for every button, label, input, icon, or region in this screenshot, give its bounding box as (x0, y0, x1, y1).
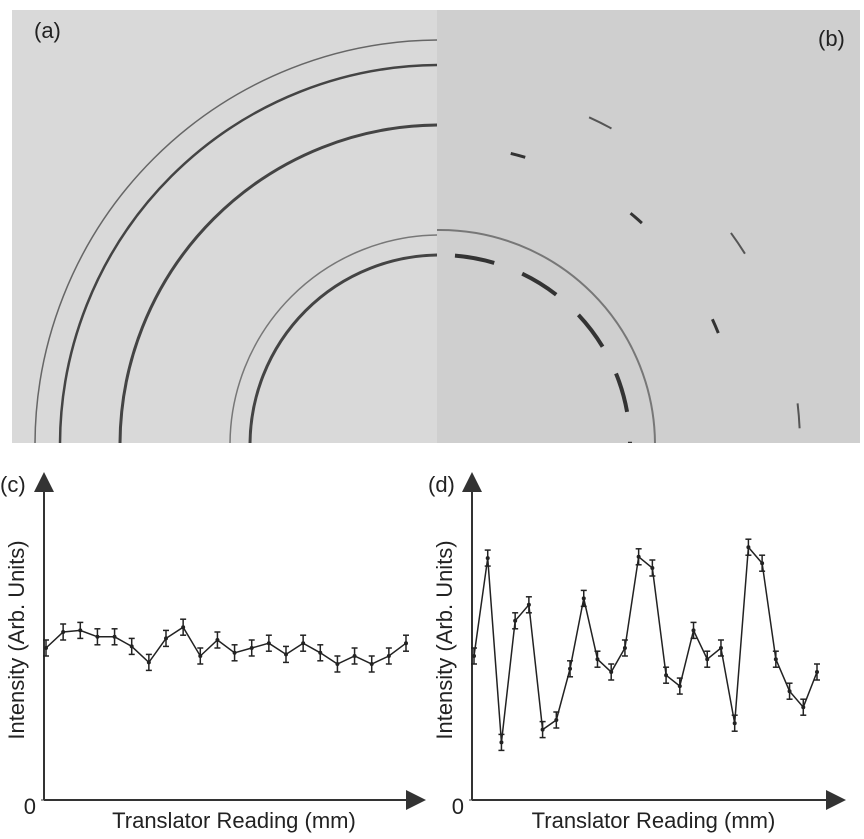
data-line (45, 626, 407, 665)
data-point (787, 689, 792, 694)
data-point (801, 705, 806, 710)
data-point (284, 652, 288, 657)
data-point (513, 618, 518, 623)
data-point (622, 646, 627, 650)
rings-b (437, 84, 801, 443)
data-line (473, 545, 818, 743)
data-point (815, 670, 819, 674)
data-point (595, 657, 600, 662)
data-point (650, 566, 655, 570)
data-point (677, 684, 682, 689)
y-axis-label: Intensity (Arb. Units) (432, 540, 457, 739)
data-point (691, 628, 696, 633)
data-point (581, 596, 586, 601)
data-point (540, 727, 545, 732)
data-point (95, 634, 100, 639)
panel-label: (b) (818, 26, 845, 51)
data-point (301, 641, 306, 646)
data-point (249, 646, 254, 650)
panel-label: (d) (428, 472, 455, 497)
data-point (112, 634, 117, 639)
panel-label: (a) (34, 18, 61, 43)
y-tick-label: 0 (452, 794, 464, 819)
diffraction-image-a (12, 10, 437, 443)
y-axis-label: Intensity (Arb. Units) (4, 540, 29, 739)
diffraction-image-b (437, 10, 860, 443)
data-point (609, 670, 614, 674)
data-point (732, 721, 737, 726)
y-tick-label: 0 (24, 794, 36, 819)
data-point (78, 628, 83, 633)
data-point (164, 636, 168, 641)
data-point (526, 602, 531, 607)
data-point (352, 654, 357, 658)
data-point (568, 666, 573, 671)
data-point (198, 654, 203, 658)
panel-label: (c) (0, 472, 26, 497)
data-point (369, 662, 374, 666)
data-point (44, 646, 48, 650)
data-point (386, 654, 391, 658)
data-point (404, 641, 408, 646)
data-point (472, 654, 476, 658)
data-point (146, 660, 151, 665)
data-point (664, 673, 669, 678)
data-point (705, 657, 710, 662)
x-axis-label: Translator Reading (mm) (112, 808, 356, 833)
data-point (746, 545, 751, 550)
data-point (232, 650, 237, 655)
data-point (335, 662, 340, 666)
data-point (554, 718, 559, 722)
data-point (181, 625, 186, 630)
data-point (485, 556, 490, 561)
data-point (636, 554, 641, 559)
data-point (718, 646, 723, 650)
data-point (773, 657, 778, 662)
data-point (318, 650, 323, 655)
data-point (215, 638, 220, 642)
data-point (499, 740, 504, 745)
data-point (129, 644, 134, 649)
data-point (61, 630, 66, 634)
data-point (266, 641, 271, 646)
data-point (760, 561, 765, 566)
x-axis-label: Translator Reading (mm) (532, 808, 776, 833)
